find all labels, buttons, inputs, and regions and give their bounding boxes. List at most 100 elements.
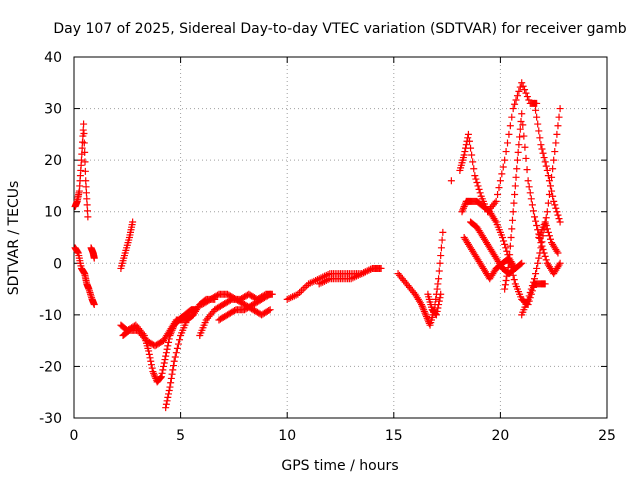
data-point [553, 247, 561, 255]
data-point [437, 290, 445, 298]
data-point [84, 213, 92, 221]
data-point [460, 203, 468, 211]
series-arc-14 [424, 290, 445, 319]
data-point [83, 195, 91, 203]
y-tick-label: 40 [44, 50, 62, 66]
data-point [553, 208, 561, 216]
data-point [149, 368, 157, 376]
data-point [146, 354, 154, 362]
data-point [545, 232, 553, 240]
data-point [418, 301, 426, 309]
data-point [533, 113, 541, 121]
data-point [81, 158, 89, 166]
data-point [535, 254, 543, 262]
data-point [474, 182, 482, 190]
x-tick-label: 5 [176, 428, 185, 444]
tick-labels: 0 5 10 15 20 25 -30 -20 -10 0 10 20 30 40 [39, 50, 616, 444]
data-point [148, 364, 156, 372]
data-point [544, 228, 552, 236]
data-point [532, 217, 540, 225]
data-point [549, 165, 557, 173]
data-point [537, 141, 545, 149]
data-point [531, 99, 539, 107]
data-point [504, 268, 512, 276]
data-point [554, 249, 562, 257]
y-tick-label: -30 [39, 411, 62, 427]
y-tick-label: -10 [39, 308, 62, 324]
y-tick-label: 30 [44, 102, 62, 118]
data-point [523, 166, 531, 174]
data-point [165, 386, 173, 394]
data-point [539, 149, 547, 157]
data-point [165, 338, 173, 346]
data-point [78, 144, 86, 152]
data-point [533, 264, 541, 272]
data-point [515, 87, 523, 95]
data-point [468, 151, 476, 159]
data-point [421, 309, 429, 317]
data-point [437, 244, 445, 252]
data-point [555, 261, 563, 269]
data-point [156, 374, 164, 382]
data-point [542, 162, 550, 170]
data-point [163, 345, 171, 353]
data-point [528, 282, 536, 290]
series-arc-23 [535, 218, 562, 257]
series-arc-22 [531, 99, 564, 226]
data-point [521, 86, 529, 94]
series-arc-2 [71, 244, 98, 309]
x-tick-label: 20 [491, 428, 509, 444]
data-point [556, 259, 564, 267]
data-point [492, 197, 500, 205]
data-point [527, 195, 535, 203]
data-point [550, 156, 558, 164]
data-point [435, 301, 443, 309]
data-point [541, 158, 549, 166]
data-point [157, 373, 165, 381]
data-point [464, 130, 472, 138]
series-arc-12 [315, 264, 385, 288]
data-point [509, 105, 517, 113]
data-point [524, 295, 532, 303]
data-point [433, 285, 441, 293]
data-point [496, 177, 504, 185]
data-point [129, 218, 137, 226]
y-axis-label: SDTVAR / TECUs [6, 181, 22, 296]
data-point [519, 82, 527, 90]
data-point [549, 192, 557, 200]
data-point [81, 167, 89, 175]
data-point [434, 280, 442, 288]
data-point [90, 254, 98, 262]
data-point [518, 79, 526, 87]
data-point [157, 374, 165, 382]
data-point [495, 184, 503, 192]
series-arc-9 [198, 290, 274, 319]
data-point [436, 259, 444, 267]
data-point [543, 166, 551, 174]
data-point [536, 134, 544, 142]
data-point [165, 390, 173, 398]
data-point [266, 290, 274, 298]
data-point [511, 191, 519, 199]
data-point [556, 105, 564, 113]
data-point [501, 240, 509, 248]
data-point [176, 336, 184, 344]
data-point [438, 236, 446, 244]
data-point [534, 259, 542, 267]
y-tick-label: 10 [44, 205, 62, 221]
data-point [504, 264, 512, 272]
data-point [516, 125, 524, 133]
data-point [81, 148, 89, 156]
data-point [434, 304, 442, 312]
data-point [506, 122, 514, 130]
data-point [168, 370, 176, 378]
data-point [437, 252, 445, 260]
data-point [266, 306, 274, 314]
series-arc-1 [71, 120, 92, 221]
data-point [459, 204, 467, 212]
data-point [512, 96, 520, 104]
x-tick-label: 15 [385, 428, 403, 444]
data-points [71, 79, 564, 412]
data-point [418, 302, 426, 310]
